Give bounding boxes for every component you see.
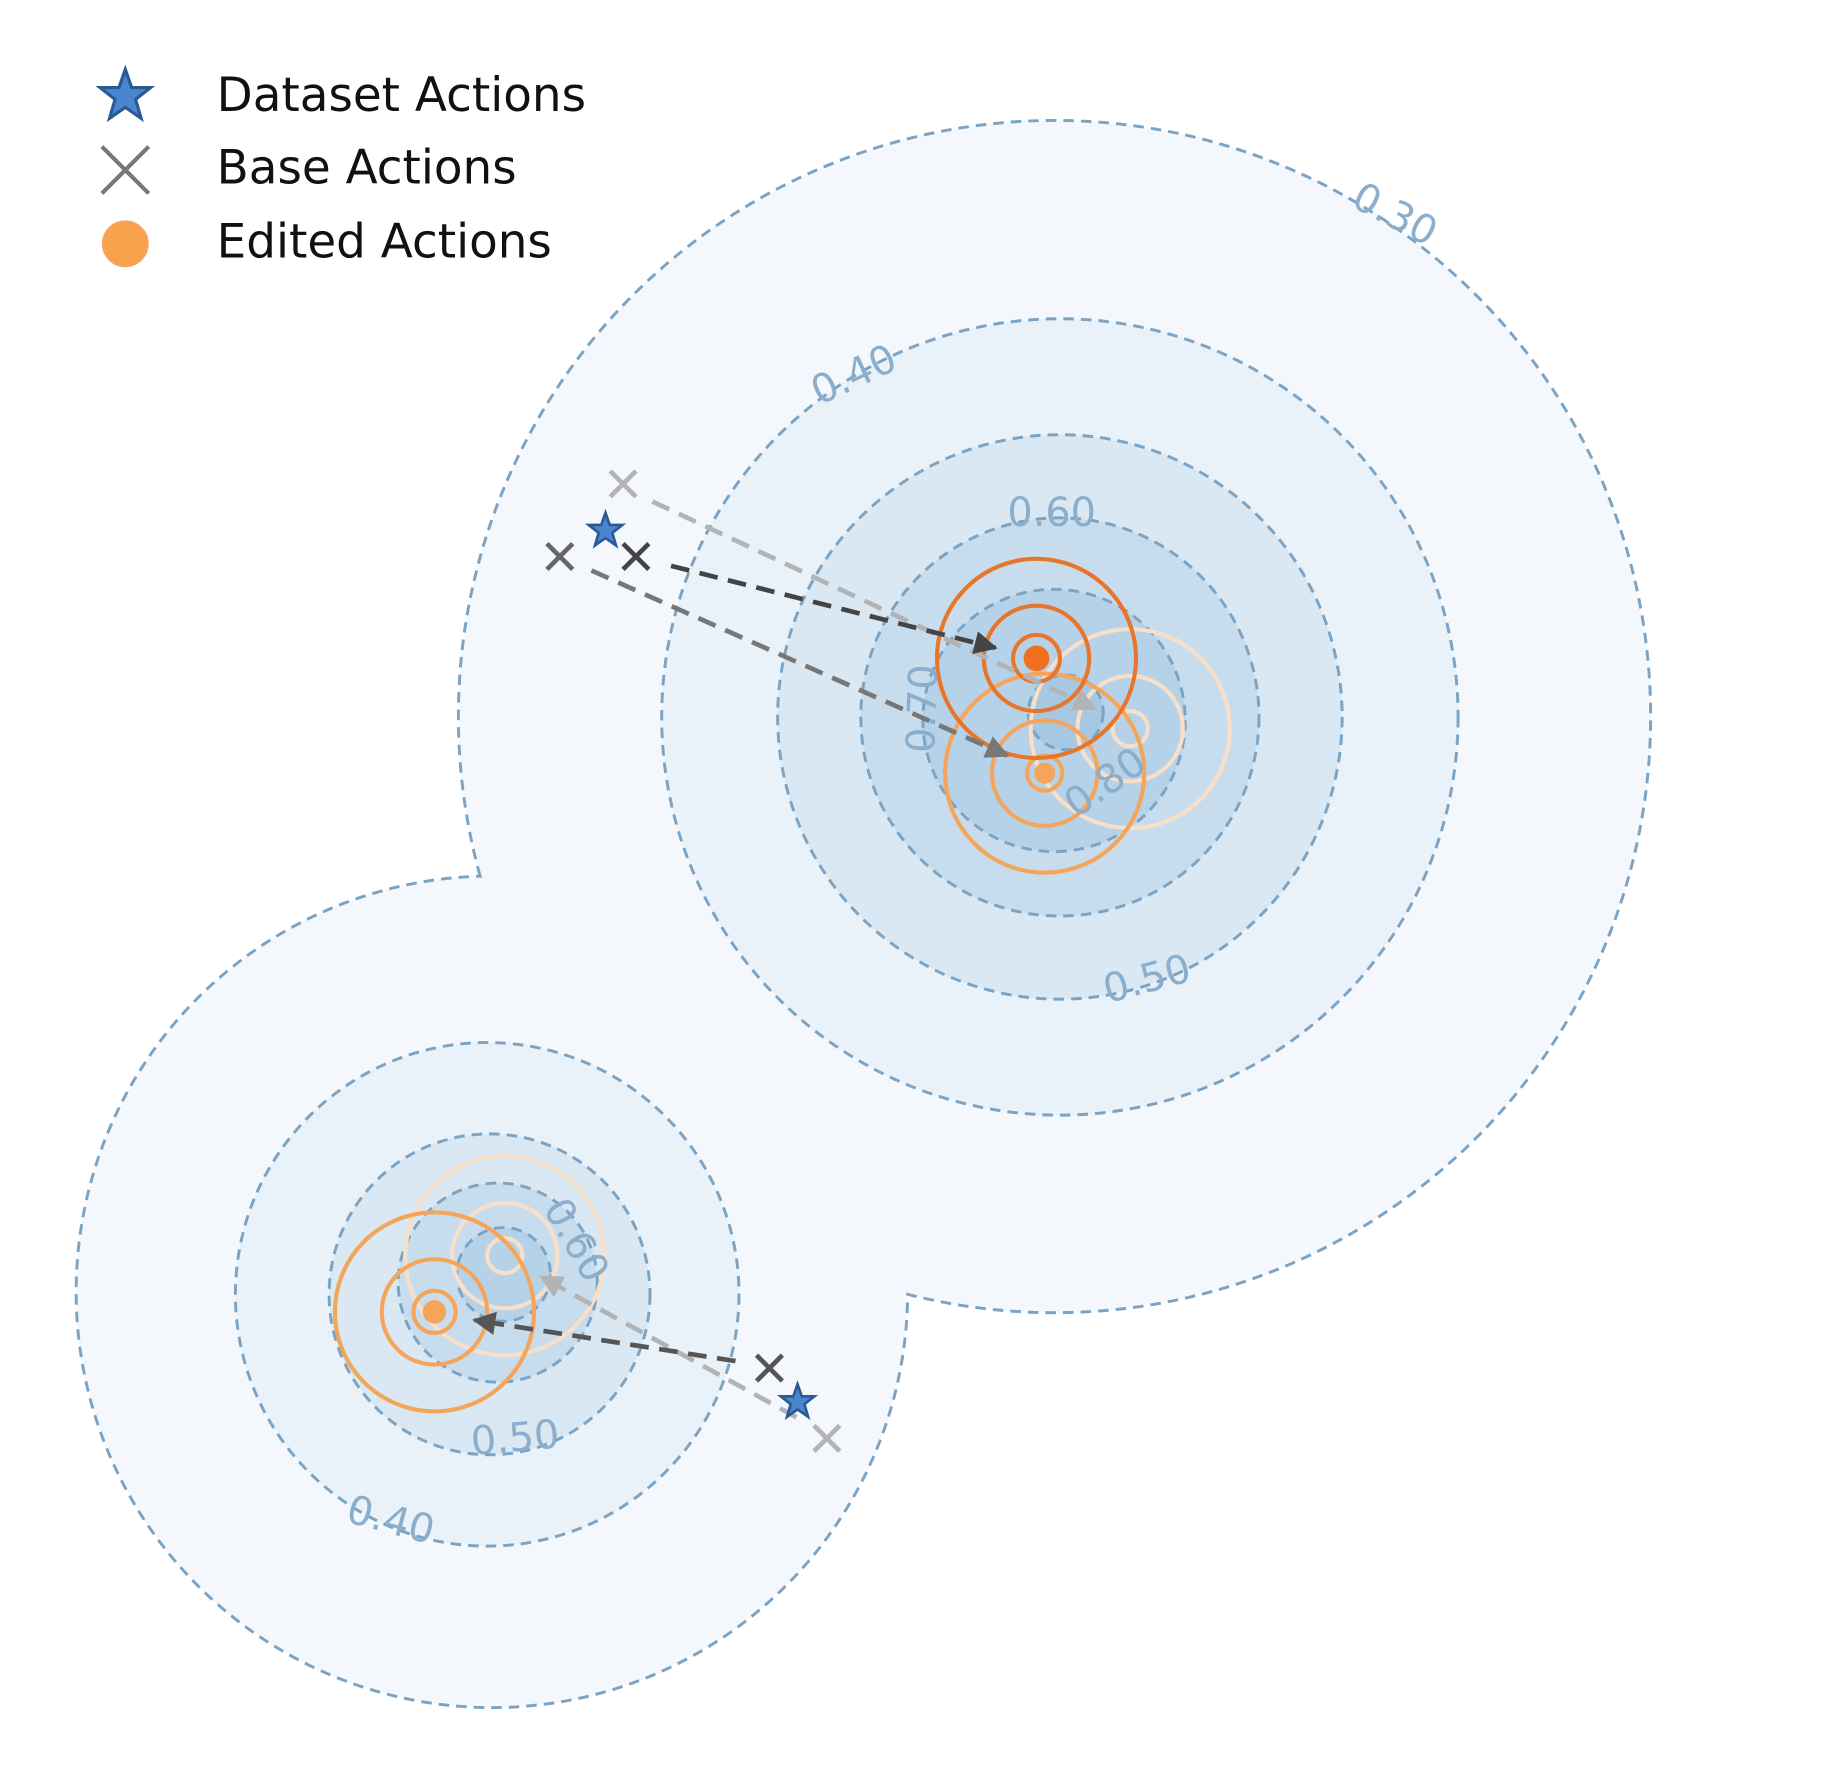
legend-marker bbox=[95, 64, 156, 123]
arrow bbox=[590, 568, 1010, 758]
edited-point bbox=[1034, 762, 1056, 784]
dataset-actions bbox=[584, 508, 819, 1421]
legend-marker bbox=[100, 145, 151, 195]
contour-label: 0.70 bbox=[898, 664, 947, 754]
legend-marker bbox=[101, 220, 149, 268]
arrow bbox=[539, 1274, 798, 1420]
arrow bbox=[670, 563, 998, 655]
arrow bbox=[472, 1311, 736, 1364]
arrows bbox=[472, 499, 1098, 1420]
faded-ring bbox=[403, 1154, 607, 1358]
arrow bbox=[651, 499, 1098, 711]
legend-label: Dataset Actions bbox=[217, 69, 586, 123]
legend-label: Base Actions bbox=[217, 142, 517, 196]
edited-point bbox=[1023, 645, 1050, 672]
edited-point bbox=[422, 1300, 447, 1324]
legend: Dataset Actions Base Actions Edited Acti… bbox=[95, 64, 586, 269]
contour-label: 0.50 bbox=[469, 1411, 561, 1465]
base-actions bbox=[545, 469, 842, 1453]
contours bbox=[74, 119, 1653, 1709]
legend-label: Edited Actions bbox=[217, 215, 552, 269]
contour-label: 0.60 bbox=[1007, 490, 1096, 536]
